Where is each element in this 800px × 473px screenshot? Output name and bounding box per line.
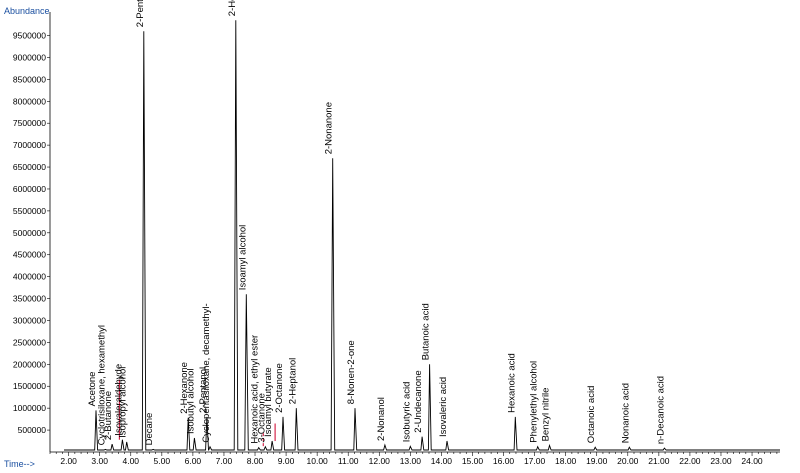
y-tick-label: 3500000 [13, 294, 46, 304]
peak-label: Decane [144, 413, 155, 446]
x-tick-label: 19.00 [586, 456, 608, 466]
peak-label: 2-Heptanone [227, 0, 238, 16]
peak-label: 2-Nonanol [376, 397, 387, 441]
y-tick-label: 5500000 [13, 206, 46, 216]
peak-label: Octanoic acid [586, 386, 597, 444]
y-tick-label: 7000000 [13, 140, 46, 150]
peak-label: 2-Pentanol [198, 367, 209, 413]
peak-label: 2-Octanone [274, 363, 285, 413]
peak-label: 2-Nonanone [324, 102, 335, 154]
x-tick-label: 6.00 [185, 456, 202, 466]
y-tick-label: 3000000 [13, 315, 46, 325]
peak-label: 3-Octanone [256, 393, 267, 443]
peak-label: 2-Butanone [103, 391, 114, 440]
peak-label: Cyclotrisiloxane, hexamethyl [96, 325, 107, 445]
x-tick-label: 11.00 [338, 456, 359, 466]
peak-label: Isoamyl alcohol [237, 225, 248, 290]
y-tick-label: 1500000 [13, 381, 46, 391]
x-tick-label: 18.00 [555, 456, 577, 466]
peak-label: Phenylethyl alcohol [529, 361, 540, 443]
x-tick-label: 13.00 [400, 456, 422, 466]
peak-label: Acetone [87, 372, 98, 407]
x-tick-label: 22.00 [679, 456, 701, 466]
y-tick-label: 5000000 [13, 228, 46, 238]
peak-label: Cyclopentasiloxane, decamethyl- [201, 303, 212, 442]
y-tick-label: 2000000 [13, 359, 46, 369]
peak-label: 8-Nonen-2-one [346, 340, 357, 404]
x-tick-label: 20.00 [617, 456, 639, 466]
y-tick-label: 6500000 [13, 162, 46, 172]
y-tick-label: 4500000 [13, 250, 46, 260]
y-tick-label: 500000 [18, 425, 47, 435]
peak-label: Isobutyric acid [401, 382, 412, 443]
chromatogram-trace [64, 20, 780, 451]
x-tick-label: 9.00 [278, 456, 295, 466]
peak-label: Hexanoic acid, ethyl ester [250, 335, 261, 444]
y-tick-label: 8500000 [13, 74, 46, 84]
y-tick-label: 8000000 [13, 96, 46, 106]
peak-label: Butanoic acid [421, 303, 432, 360]
x-tick-label: 14.00 [431, 456, 453, 466]
y-axis-title: Abundance [4, 6, 50, 16]
peak-label: Isopropyl alcohol [118, 367, 129, 438]
x-tick-label: 7.00 [216, 456, 233, 466]
x-axis-title: Time--> [4, 459, 35, 469]
x-tick-label: 24.00 [741, 456, 763, 466]
peak-label: Isovaleric acid [438, 377, 449, 437]
peak-label: Isobutyl alcohol [185, 369, 196, 434]
peak-label: Hexanoic acid [506, 353, 517, 413]
y-tick-label: 9000000 [13, 52, 46, 62]
peak-label: n-Decanoic acid [655, 376, 666, 444]
x-tick-label: 12.00 [369, 456, 391, 466]
x-tick-label: 5.00 [154, 456, 171, 466]
peak-label: Isovaleraldehyde [113, 364, 124, 436]
x-tick-label: 15.00 [462, 456, 484, 466]
y-tick-label: 1000000 [13, 403, 46, 413]
peak-label: 2-Hexanone [179, 362, 190, 414]
x-tick-label: 16.00 [493, 456, 515, 466]
peak-label: Benzyl nitrile [541, 388, 552, 442]
x-tick-label: 10.00 [307, 456, 329, 466]
peak-label: 2-Undecanone [413, 370, 424, 432]
x-tick-label: 17.00 [524, 456, 546, 466]
peak-label: Nonanoic acid [620, 383, 631, 443]
y-tick-label: 6000000 [13, 184, 46, 194]
x-tick-label: 23.00 [710, 456, 732, 466]
x-tick-label: 8.00 [247, 456, 264, 466]
peak-label: 2-Heptanol [287, 358, 298, 404]
x-tick-label: 2.00 [60, 456, 77, 466]
peak-label: 2-Pentanone [135, 0, 146, 27]
y-tick-label: 9500000 [13, 31, 46, 41]
y-tick-label: 2500000 [13, 337, 46, 347]
y-tick-label: 4000000 [13, 272, 46, 282]
x-tick-label: 4.00 [122, 456, 139, 466]
x-tick-label: 21.00 [648, 456, 670, 466]
peak-label: Isoamyl butyrate [263, 367, 274, 437]
x-tick-label: 3.00 [91, 456, 108, 466]
y-tick-label: 7500000 [13, 118, 46, 128]
